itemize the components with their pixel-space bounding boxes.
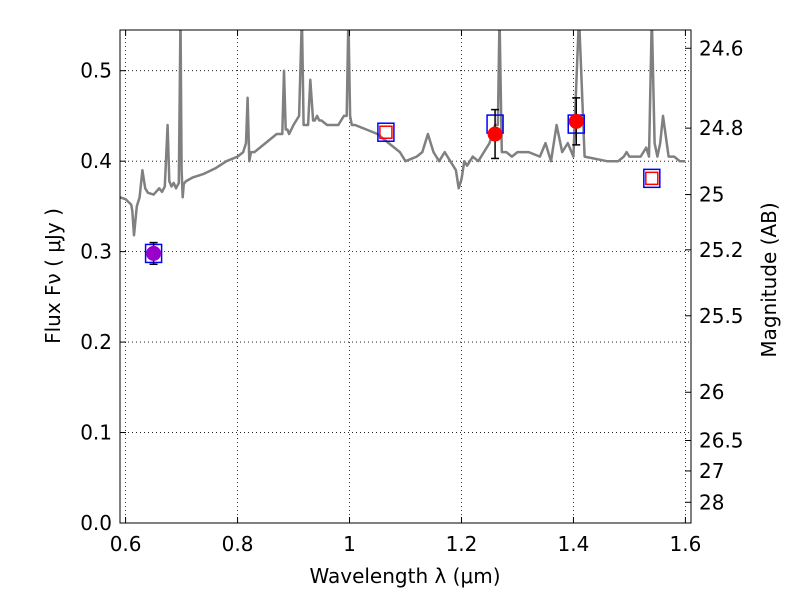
y2-axis-label: Magnitude (AB): [757, 202, 781, 357]
model-photometry-square: [377, 122, 395, 142]
spectrum-line: [120, 30, 686, 237]
model-band-square: [645, 171, 659, 186]
y2-tick-label: 26: [699, 380, 724, 404]
y2-tick-label: 25: [699, 183, 724, 207]
x-tick-label: 0.6: [110, 532, 142, 556]
y2-tick-label: 24.8: [699, 116, 744, 140]
y-tick-label: 0.5: [80, 59, 112, 83]
observed-flux-point: [146, 245, 162, 261]
y-tick-label: 0.4: [80, 149, 112, 173]
model-photometry-square: [643, 168, 661, 189]
y2-tick-label: 28: [699, 490, 724, 514]
plot-layer: [120, 30, 686, 266]
x-tick-label: 1.4: [558, 532, 590, 556]
x-tick-label: 0.8: [222, 532, 254, 556]
y-tick-label: 0.3: [80, 240, 112, 264]
grid-layer: [120, 30, 691, 524]
x-tick-label: 1.6: [669, 532, 701, 556]
x-tick-label: 1: [343, 532, 356, 556]
y2-tick-label: 24.6: [699, 36, 744, 60]
model-band-square: [379, 125, 393, 139]
axis-layer: 0.6 0.8 1 1.2 1.4 1.6 0.0 0.1 0.2 0.3 0.4 0.5 24.6 24…: [80, 30, 744, 556]
y-tick-label: 0.2: [80, 330, 112, 354]
y2-tick-label: 25.2: [699, 238, 744, 262]
y2-tick-label: 27: [699, 459, 724, 483]
y-tick-label: 0.1: [80, 421, 112, 445]
y-tick-label: 0.0: [80, 511, 112, 535]
plot-frame: [119, 29, 692, 524]
observed-flux-point: [568, 113, 584, 129]
observed-flux-point: [487, 126, 503, 142]
y-axis-label: Flux Fν ( μJy ): [41, 208, 65, 344]
x-axis-label: Wavelength λ (μm): [309, 564, 500, 588]
y2-tick-label: 25.5: [699, 304, 744, 328]
x-tick-label: 1.2: [446, 532, 478, 556]
y2-tick-label: 26.5: [699, 429, 744, 453]
